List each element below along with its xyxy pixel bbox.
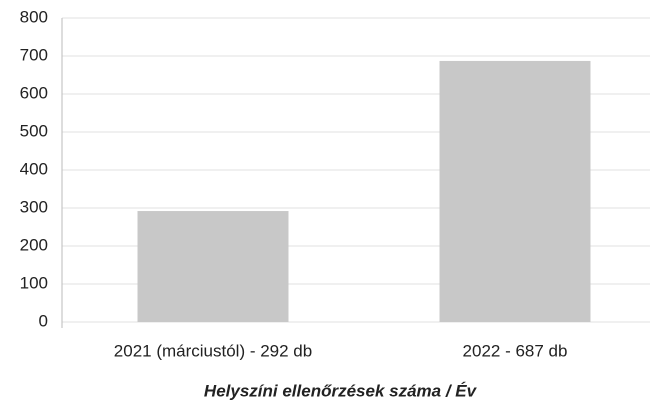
x-tick-label: 2021 (márciustól) - 292 db <box>114 341 312 360</box>
y-tick-label: 200 <box>20 235 48 254</box>
y-tick-label: 700 <box>20 45 48 64</box>
y-tick-label: 500 <box>20 121 48 140</box>
x-tick-label: 2022 - 687 db <box>463 341 568 360</box>
bar <box>439 60 591 322</box>
y-tick-label: 800 <box>20 7 48 26</box>
y-tick-label: 100 <box>20 273 48 292</box>
chart-title: Helyszíni ellenőrzések száma / Év <box>204 381 478 400</box>
y-tick-label: 0 <box>39 311 48 330</box>
bar <box>137 211 289 322</box>
y-tick-label: 600 <box>20 83 48 102</box>
y-tick-label: 400 <box>20 159 48 178</box>
y-tick-label: 300 <box>20 197 48 216</box>
